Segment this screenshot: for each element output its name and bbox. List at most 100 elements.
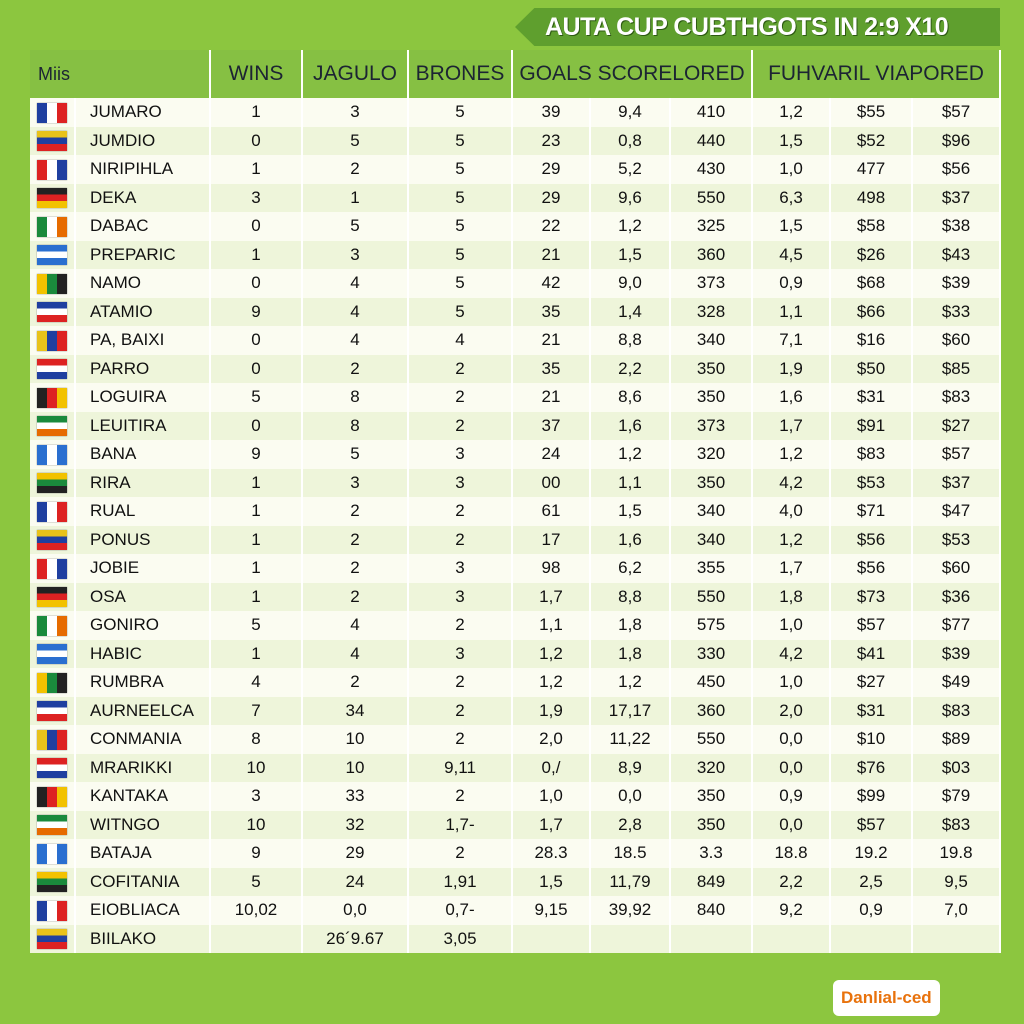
table-cell: 2 bbox=[408, 696, 513, 725]
table-cell: 1 bbox=[210, 98, 303, 127]
table-cell: 1,2 bbox=[752, 98, 832, 127]
team-name: MRARIKKI bbox=[75, 753, 211, 782]
table-cell: 1,2 bbox=[590, 668, 671, 697]
table-cell: $49 bbox=[912, 668, 1002, 697]
table-cell: 849 bbox=[670, 867, 754, 896]
table-row: CONMANIA 8 10 2 2,0 11,22 550 0,0 $10 $89 bbox=[30, 725, 1002, 754]
column-header: GOALS SCORELORED bbox=[512, 50, 754, 98]
table-cell: 1,0 bbox=[752, 155, 832, 184]
flag-cell bbox=[30, 497, 76, 526]
table-cell: 360 bbox=[670, 240, 754, 269]
table-cell: 2 bbox=[408, 525, 513, 554]
team-name: PARRO bbox=[75, 354, 211, 383]
table-cell: 5 bbox=[408, 212, 513, 241]
flag-icon bbox=[37, 416, 67, 436]
flag-icon bbox=[37, 872, 67, 892]
table-cell: $83 bbox=[912, 383, 1002, 412]
table-cell: 0 bbox=[210, 269, 303, 298]
table-cell: 3 bbox=[210, 183, 303, 212]
flag-cell bbox=[30, 354, 76, 383]
table-cell: 1 bbox=[302, 183, 409, 212]
table-cell: $41 bbox=[830, 639, 914, 668]
table-cell: 450 bbox=[670, 668, 754, 697]
table-cell: 1,8 bbox=[752, 582, 832, 611]
team-name: DEKA bbox=[75, 183, 211, 212]
table-cell: 2 bbox=[408, 725, 513, 754]
table-cell: 0 bbox=[210, 411, 303, 440]
team-name: LOGUIRA bbox=[75, 383, 211, 412]
table-cell: 9,5 bbox=[912, 867, 1002, 896]
flag-cell bbox=[30, 810, 76, 839]
table-cell: 1,7- bbox=[408, 810, 513, 839]
table-cell: 1,2 bbox=[512, 639, 591, 668]
table-cell: $43 bbox=[912, 240, 1002, 269]
table-cell: 4 bbox=[210, 668, 303, 697]
table-cell: 1,6 bbox=[590, 411, 671, 440]
table-cell: 1,7 bbox=[512, 582, 591, 611]
table-cell: $39 bbox=[912, 639, 1002, 668]
flag-cell bbox=[30, 468, 76, 497]
table-cell: 19.8 bbox=[912, 839, 1002, 868]
table-cell: 340 bbox=[670, 497, 754, 526]
table-cell: 373 bbox=[670, 411, 754, 440]
table-cell: $83 bbox=[912, 696, 1002, 725]
table-cell: 7,0 bbox=[912, 896, 1002, 925]
table-row: JUMARO 1 3 5 39 9,4 410 1,2 $55 $57 bbox=[30, 98, 1002, 127]
flag-icon bbox=[37, 587, 67, 607]
table-cell: 2,8 bbox=[590, 810, 671, 839]
table-cell: 1,7 bbox=[752, 411, 832, 440]
flag-icon bbox=[37, 815, 67, 835]
table-cell: 477 bbox=[830, 155, 914, 184]
table-cell: 4 bbox=[302, 639, 409, 668]
table-cell: 2 bbox=[302, 525, 409, 554]
team-name: COFITANIA bbox=[75, 867, 211, 896]
table-row: EIOBLIACA 10,02 0,0 0,7- 9,15 39,92 840 9,2 0,9 7… bbox=[30, 896, 1002, 925]
team-name: JOBIE bbox=[75, 554, 211, 583]
table-cell: $27 bbox=[912, 411, 1002, 440]
table-cell: 1,6 bbox=[752, 383, 832, 412]
table-cell: $96 bbox=[912, 126, 1002, 155]
table-cell: 3 bbox=[408, 639, 513, 668]
table-cell: 9,0 bbox=[590, 269, 671, 298]
table-cell: $31 bbox=[830, 696, 914, 725]
column-header: BRONES bbox=[408, 50, 513, 98]
flag-icon bbox=[37, 929, 67, 949]
table-cell: 37 bbox=[512, 411, 591, 440]
table-cell: $27 bbox=[830, 668, 914, 697]
table-cell: 2,5 bbox=[830, 867, 914, 896]
table-cell: 350 bbox=[670, 383, 754, 412]
table-cell: 9,2 bbox=[752, 896, 832, 925]
table-cell: 1,2 bbox=[512, 668, 591, 697]
table-cell: $26 bbox=[830, 240, 914, 269]
table-cell: 26´9.67 bbox=[302, 924, 409, 953]
table-cell: 3 bbox=[302, 240, 409, 269]
table-cell: 10 bbox=[210, 753, 303, 782]
table-cell: 1,8 bbox=[590, 639, 671, 668]
table-cell: 2 bbox=[302, 155, 409, 184]
team-name: BANA bbox=[75, 440, 211, 469]
table-cell: $76 bbox=[830, 753, 914, 782]
table-cell: 1,9 bbox=[752, 354, 832, 383]
table-cell: 5 bbox=[408, 269, 513, 298]
table-row: PREPARIC 1 3 5 21 1,5 360 4,5 $26 $43 bbox=[30, 240, 1002, 269]
table-cell: $57 bbox=[830, 611, 914, 640]
table-cell: 24 bbox=[512, 440, 591, 469]
table-cell: 1,2 bbox=[752, 525, 832, 554]
table-cell: 3 bbox=[302, 98, 409, 127]
team-name: CONMANIA bbox=[75, 725, 211, 754]
table-cell: 4,2 bbox=[752, 468, 832, 497]
flag-cell bbox=[30, 240, 76, 269]
flag-icon bbox=[37, 188, 67, 208]
table-cell: 440 bbox=[670, 126, 754, 155]
flag-icon bbox=[37, 758, 67, 778]
table-row: COFITANIA 5 24 1,91 1,5 11,79 849 2,2 2,5 9,5 bbox=[30, 867, 1002, 896]
table-cell: $68 bbox=[830, 269, 914, 298]
table-cell: 0,0 bbox=[752, 753, 832, 782]
team-name: GONIRO bbox=[75, 611, 211, 640]
table-cell: $16 bbox=[830, 326, 914, 355]
table-cell bbox=[830, 924, 914, 953]
table-cell: 5 bbox=[302, 126, 409, 155]
table-cell: $83 bbox=[912, 810, 1002, 839]
flag-cell bbox=[30, 668, 76, 697]
table-cell: 5 bbox=[408, 98, 513, 127]
